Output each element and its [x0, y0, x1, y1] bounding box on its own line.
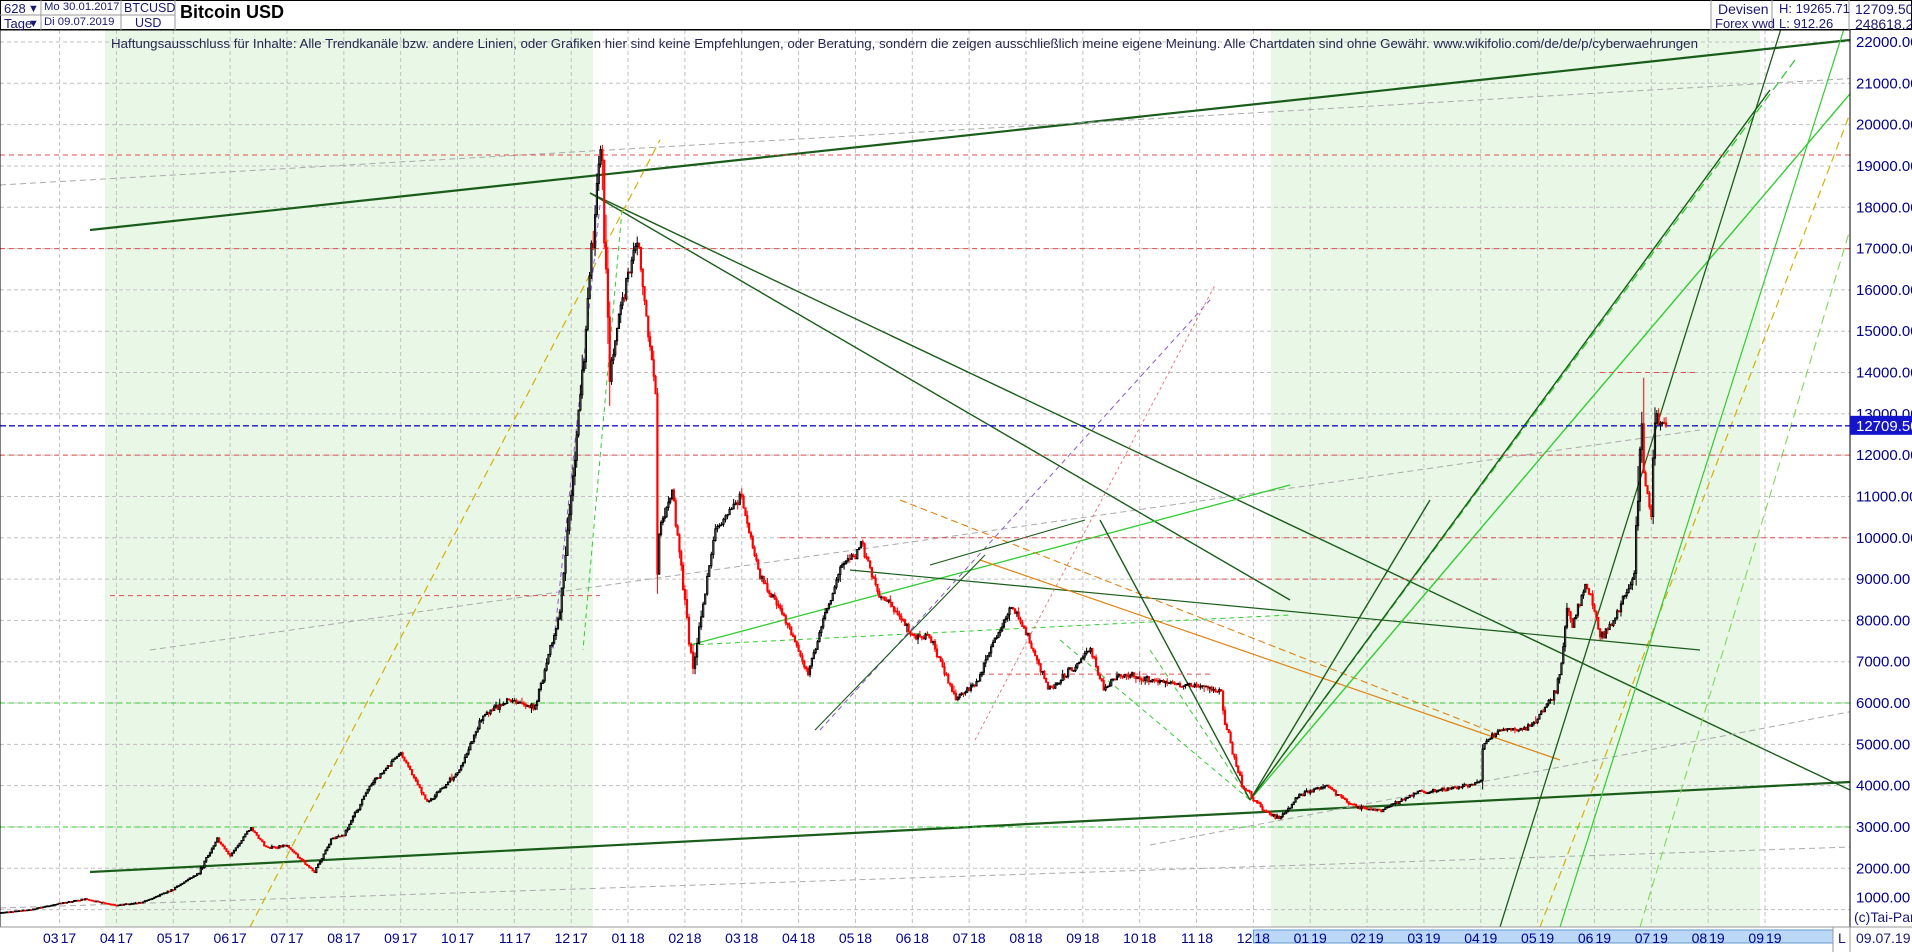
svg-text:18: 18 [856, 930, 872, 946]
svg-text:01: 01 [611, 930, 627, 946]
svg-text:17: 17 [231, 930, 247, 946]
svg-text:04: 04 [1464, 930, 1480, 946]
svg-text:18000.00: 18000.00 [1856, 199, 1912, 216]
svg-text:05: 05 [1521, 930, 1537, 946]
svg-text:08: 08 [327, 930, 343, 946]
svg-text:18: 18 [686, 930, 702, 946]
svg-text:09: 09 [1066, 930, 1082, 946]
svg-text:19: 19 [1709, 930, 1725, 946]
svg-text:8000.00: 8000.00 [1856, 612, 1910, 629]
svg-text:18: 18 [1254, 930, 1270, 946]
svg-text:7000.00: 7000.00 [1856, 654, 1910, 671]
svg-text:19000.00: 19000.00 [1856, 158, 1912, 175]
svg-text:19: 19 [1652, 930, 1668, 946]
svg-text:03: 03 [43, 930, 59, 946]
svg-text:20000.00: 20000.00 [1856, 117, 1912, 134]
svg-text:06: 06 [1578, 930, 1594, 946]
svg-text:16000.00: 16000.00 [1856, 282, 1912, 299]
svg-text:03: 03 [1407, 930, 1423, 946]
svg-text:18: 18 [970, 930, 986, 946]
svg-text:4000.00: 4000.00 [1856, 778, 1910, 795]
svg-text:17: 17 [174, 930, 190, 946]
svg-text:02: 02 [668, 930, 684, 946]
svg-text:19: 19 [1425, 930, 1441, 946]
svg-text:08: 08 [1692, 930, 1708, 946]
svg-text:18: 18 [1084, 930, 1100, 946]
svg-text:L: L [1838, 930, 1846, 946]
svg-text:22000.00: 22000.00 [1856, 34, 1912, 51]
svg-text:19: 19 [1311, 930, 1327, 946]
svg-text:09: 09 [384, 930, 400, 946]
svg-text:17: 17 [515, 930, 531, 946]
svg-text:12: 12 [555, 930, 571, 946]
svg-text:05: 05 [157, 930, 173, 946]
svg-text:10: 10 [441, 930, 457, 946]
svg-text:17: 17 [61, 930, 77, 946]
svg-text:17: 17 [459, 930, 475, 946]
svg-text:07: 07 [270, 930, 286, 946]
svg-text:18: 18 [913, 930, 929, 946]
svg-text:17: 17 [402, 930, 418, 946]
svg-text:05: 05 [839, 930, 855, 946]
svg-text:18: 18 [1027, 930, 1043, 946]
svg-text:04: 04 [782, 930, 798, 946]
svg-text:17000.00: 17000.00 [1856, 241, 1912, 258]
svg-text:03: 03 [725, 930, 741, 946]
svg-text:6000.00: 6000.00 [1856, 695, 1910, 712]
svg-text:19: 19 [1539, 930, 1555, 946]
svg-text:06: 06 [896, 930, 912, 946]
svg-text:11000.00: 11000.00 [1856, 488, 1912, 505]
svg-text:(c)Tai-Pan: (c)Tai-Pan [1854, 909, 1912, 925]
svg-text:04: 04 [100, 930, 116, 946]
svg-text:19: 19 [1595, 930, 1611, 946]
svg-text:12709.50: 12709.50 [1856, 418, 1912, 435]
svg-text:19: 19 [1368, 930, 1384, 946]
svg-text:9000.00: 9000.00 [1856, 571, 1910, 588]
svg-text:19: 19 [1482, 930, 1498, 946]
svg-text:06: 06 [214, 930, 230, 946]
svg-text:18: 18 [1141, 930, 1157, 946]
svg-text:09: 09 [1748, 930, 1764, 946]
svg-text:10000.00: 10000.00 [1856, 530, 1912, 547]
svg-text:01: 01 [1294, 930, 1310, 946]
svg-text:09.07.19: 09.07.19 [1856, 930, 1911, 946]
svg-text:12: 12 [1237, 930, 1253, 946]
svg-text:08: 08 [1009, 930, 1025, 946]
svg-text:3000.00: 3000.00 [1856, 819, 1910, 836]
svg-text:Haftungsausschluss für Inhalte: Haftungsausschluss für Inhalte: Alle Tre… [111, 36, 1698, 51]
svg-text:07: 07 [1635, 930, 1651, 946]
svg-text:15000.00: 15000.00 [1856, 323, 1912, 340]
svg-text:18: 18 [800, 930, 816, 946]
svg-text:1000.00: 1000.00 [1856, 890, 1910, 907]
svg-text:07: 07 [953, 930, 969, 946]
svg-text:17: 17 [345, 930, 361, 946]
svg-text:12000.00: 12000.00 [1856, 447, 1912, 464]
svg-text:17: 17 [117, 930, 133, 946]
svg-text:18: 18 [1198, 930, 1214, 946]
svg-text:14000.00: 14000.00 [1856, 365, 1912, 382]
svg-text:10: 10 [1123, 930, 1139, 946]
svg-text:21000.00: 21000.00 [1856, 75, 1912, 92]
svg-text:11: 11 [1181, 930, 1196, 946]
svg-text:18: 18 [743, 930, 759, 946]
svg-text:19: 19 [1766, 930, 1782, 946]
svg-text:18: 18 [629, 930, 645, 946]
svg-text:02: 02 [1350, 930, 1366, 946]
svg-text:5000.00: 5000.00 [1856, 736, 1910, 753]
svg-text:11: 11 [499, 930, 514, 946]
svg-text:17: 17 [288, 930, 304, 946]
svg-text:17: 17 [572, 930, 588, 946]
svg-text:2000.00: 2000.00 [1856, 860, 1910, 877]
